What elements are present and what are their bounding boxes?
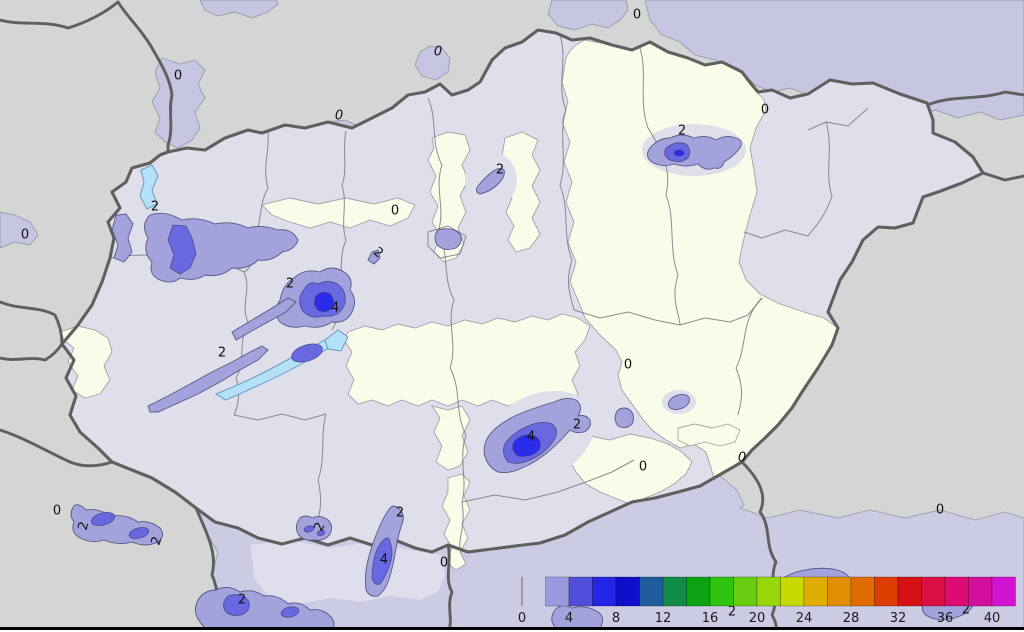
contour-label: 0 xyxy=(174,69,182,84)
legend-tick-label: 32 xyxy=(890,611,907,626)
legend-color-segment xyxy=(545,576,570,607)
contour-label: 0 xyxy=(391,204,399,219)
legend-color-segment xyxy=(639,576,664,607)
legend-color-segment xyxy=(780,576,805,607)
contour-label: 0 xyxy=(738,451,746,466)
legend-tick-label: 36 xyxy=(937,611,954,626)
contour-label: 2 xyxy=(678,124,686,139)
legend-color-segment xyxy=(709,576,734,607)
contour-label: 0 xyxy=(936,503,944,518)
contour-label: 2 xyxy=(238,593,246,608)
legend-color-segment xyxy=(968,576,993,607)
legend-color-segment xyxy=(850,576,875,607)
lake-ferto xyxy=(139,164,159,210)
legend-color-segment xyxy=(686,576,711,607)
country-border xyxy=(60,28,985,554)
lake-balaton-northeast-basin xyxy=(324,329,349,352)
precip-6mm-layer xyxy=(314,149,685,457)
legend-color-segment xyxy=(874,576,899,607)
contour-label: 2 xyxy=(396,506,404,521)
contour-label: 4 xyxy=(331,301,339,316)
legend-color-segment xyxy=(615,576,640,607)
contour-label: 2 xyxy=(76,520,93,532)
contour-label: 0 xyxy=(53,504,61,519)
legend-color-segment xyxy=(568,576,593,607)
legend-tick-label: 8 xyxy=(612,611,620,626)
legend-color-segment xyxy=(991,576,1016,607)
bottom-frame-line xyxy=(0,627,1024,630)
contour-label: 0 xyxy=(639,460,647,475)
contour-label: 2 xyxy=(496,163,504,178)
zero-precipitation-layer xyxy=(59,39,839,571)
legend-color-segment xyxy=(662,576,687,607)
legend-color-segment xyxy=(897,576,922,607)
contour-label: 2 xyxy=(573,418,581,433)
legend-colorbar xyxy=(545,576,1016,607)
legend-color-segment xyxy=(756,576,781,607)
legend-tick-label: 28 xyxy=(843,611,860,626)
contour-label: 2 xyxy=(962,603,970,618)
contour-label: 0 xyxy=(761,103,769,118)
precip-4mm-layer xyxy=(90,142,690,618)
contour-label: 0 xyxy=(624,358,632,373)
legend-color-segment xyxy=(803,576,828,607)
legend-tick-label: 0 xyxy=(518,611,526,626)
precipitation-legend: 0 4 8 12 16 20 24 28 32 36 40 xyxy=(518,576,1016,626)
contour-label: 2 xyxy=(728,605,736,620)
contour-label: 4 xyxy=(527,430,535,445)
contour-label: 2 xyxy=(218,346,226,361)
legend-color-segment xyxy=(921,576,946,607)
contour-label: 4 xyxy=(380,553,388,568)
legend-color-segment xyxy=(944,576,969,607)
contour-label: 0 xyxy=(335,109,343,124)
legend-tick-label: 16 xyxy=(702,611,719,626)
legend-tick-label: 12 xyxy=(655,611,672,626)
contour-label: 2 xyxy=(286,277,294,292)
legend-color-segment xyxy=(827,576,852,607)
legend-tick-labels: 0 4 8 12 16 20 24 28 32 36 40 xyxy=(518,611,1000,626)
legend-tick-label: 24 xyxy=(796,611,813,626)
contour-label: 0 xyxy=(434,45,442,60)
legend-color-segment xyxy=(733,576,758,607)
legend-tick-label: 40 xyxy=(984,611,1001,626)
bottom-margin xyxy=(0,630,1024,632)
legend-tick-label: 20 xyxy=(749,611,766,626)
contour-label: 0 xyxy=(21,228,29,243)
contour-label: 0 xyxy=(633,8,641,23)
contour-label: 2 xyxy=(151,200,159,215)
legend-tick-label: 4 xyxy=(565,611,573,626)
legend-color-segment xyxy=(592,576,617,607)
contour-label: 0 xyxy=(440,556,448,571)
